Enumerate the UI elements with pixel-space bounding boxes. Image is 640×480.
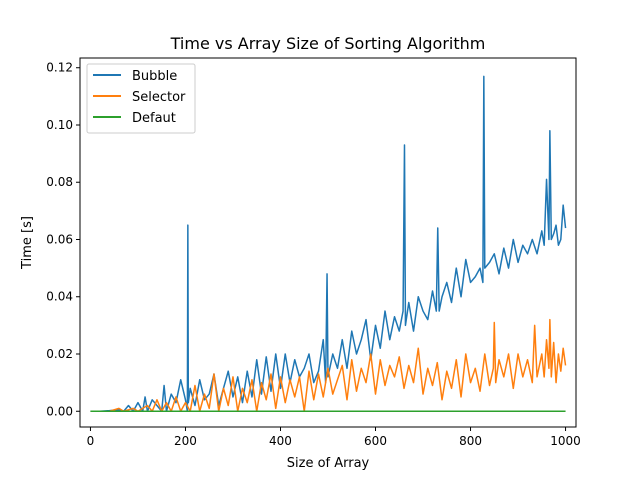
legend: Bubble Selector Defaut <box>86 63 196 134</box>
y-tick-label: 0.00 <box>46 404 73 418</box>
y-tick-label: 0.06 <box>46 232 73 246</box>
legend-box <box>86 63 196 134</box>
chart-title: Time vs Array Size of Sorting Algorithm <box>170 34 486 53</box>
legend-label-selector: Selector <box>132 90 186 105</box>
series-line-selector <box>90 318 567 413</box>
y-tick-label: 0.10 <box>46 118 73 132</box>
x-tick-label: 200 <box>174 434 197 448</box>
legend-label-bubble: Bubble <box>132 69 177 84</box>
legend-label-defaut: Defaut <box>132 111 176 126</box>
y-tick-label: 0.12 <box>46 61 73 75</box>
x-tick-label: 800 <box>459 434 482 448</box>
x-tick-label: 400 <box>269 434 292 448</box>
y-axis-label: Time [s] <box>20 216 35 270</box>
y-tick-label: 0.08 <box>46 175 73 189</box>
x-tick-label: 600 <box>364 434 387 448</box>
y-axis: 0.00 0.02 0.04 0.06 0.08 0.10 0.12 <box>46 61 80 418</box>
series-layer <box>90 75 567 413</box>
x-axis-label: Size of Array <box>287 456 370 471</box>
x-tick-label: 0 <box>87 434 95 448</box>
x-axis: 0 200 400 600 800 1000 <box>87 427 581 448</box>
plot-area <box>79 57 577 428</box>
plot-frame <box>79 57 577 428</box>
y-tick-label: 0.04 <box>46 290 73 304</box>
x-tick-label: 1000 <box>550 434 581 448</box>
y-tick-label: 0.02 <box>46 347 73 361</box>
